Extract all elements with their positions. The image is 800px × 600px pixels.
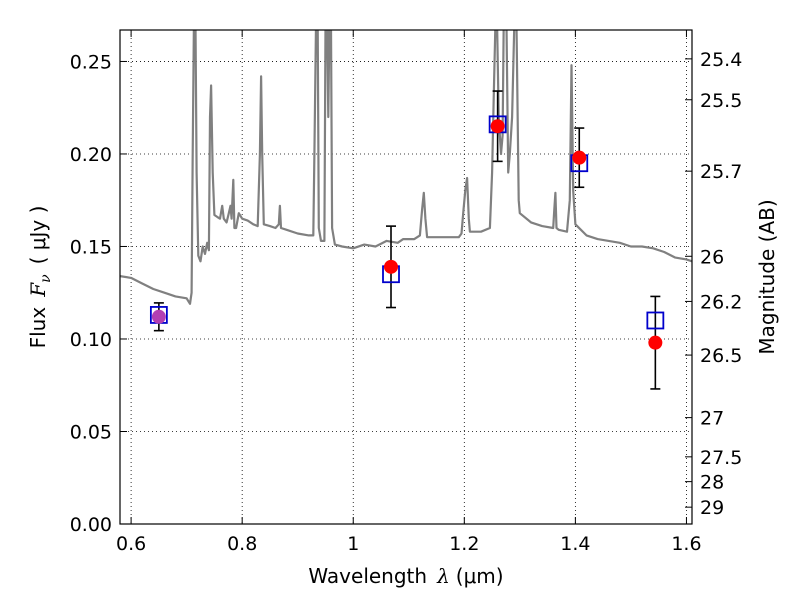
plot-area <box>120 30 692 524</box>
observed-point <box>648 335 663 350</box>
y2-tick-label: 29 <box>700 497 724 519</box>
x-tick-label: 1 <box>347 533 359 555</box>
y-axis-label-unit: ( μJy ) <box>26 206 50 265</box>
y-axis-label: Flux Fν ( μJy ) <box>26 206 54 349</box>
y2-tick-label: 25.4 <box>700 49 742 71</box>
y-axis-label-subscript: ν <box>38 274 54 283</box>
x-axis-label-unit: (μm) <box>456 564 504 588</box>
observed-point <box>572 150 587 165</box>
spectrum-line <box>120 30 692 305</box>
observed-points <box>151 119 663 350</box>
y2-tick-label: 28 <box>700 472 724 494</box>
y-axis-label-prefix: Flux <box>26 307 50 349</box>
x-tick-label: 0.6 <box>116 533 146 555</box>
y-tick-label: 0.20 <box>70 144 112 166</box>
observed-point <box>490 119 505 134</box>
y-axis-label-symbol: F <box>26 282 50 298</box>
y2-axis-label: Magnitude (AB) <box>755 199 779 354</box>
plot-frame <box>119 29 693 525</box>
y2-tick-label: 26.2 <box>700 291 742 313</box>
y2-tick-label: 25.7 <box>700 161 742 183</box>
x-axis-label-symbol: λ <box>436 564 450 588</box>
y-tick-label: 0.05 <box>70 421 112 443</box>
x-tick-label: 1.2 <box>449 533 479 555</box>
y2-tick-label: 27 <box>700 408 724 430</box>
y-tick-label: 0.15 <box>70 236 112 258</box>
y-tick-label: 0.10 <box>70 329 112 351</box>
y2-tick-label: 27.5 <box>700 447 742 469</box>
y-tick-label: 0.25 <box>70 51 112 73</box>
y2-tick-label: 25.5 <box>700 90 742 112</box>
y2-axis-ticks: 25.4 25.5 25.7 26 26.2 26.5 27 27.5 28 29 <box>685 49 742 519</box>
model-square <box>646 311 665 330</box>
x-tick-label: 1.4 <box>560 533 590 555</box>
y2-tick-label: 26 <box>700 246 724 268</box>
x-axis-ticks: 0.6 0.8 1 1.2 1.4 1.6 <box>116 30 702 555</box>
x-axis-label-prefix: Wavelength <box>308 564 427 588</box>
observed-point <box>384 259 399 274</box>
x-tick-label: 0.8 <box>227 533 257 555</box>
y-tick-label: 0.00 <box>70 514 112 536</box>
x-tick-label: 1.6 <box>671 533 701 555</box>
y2-tick-label: 26.5 <box>700 345 742 367</box>
template-spectrum <box>120 30 692 305</box>
y-axis-ticks: 0.00 0.05 0.10 0.15 0.20 0.25 <box>70 51 127 536</box>
x-axis-label: Wavelength λ (μm) <box>308 564 503 588</box>
observed-point <box>151 309 166 324</box>
